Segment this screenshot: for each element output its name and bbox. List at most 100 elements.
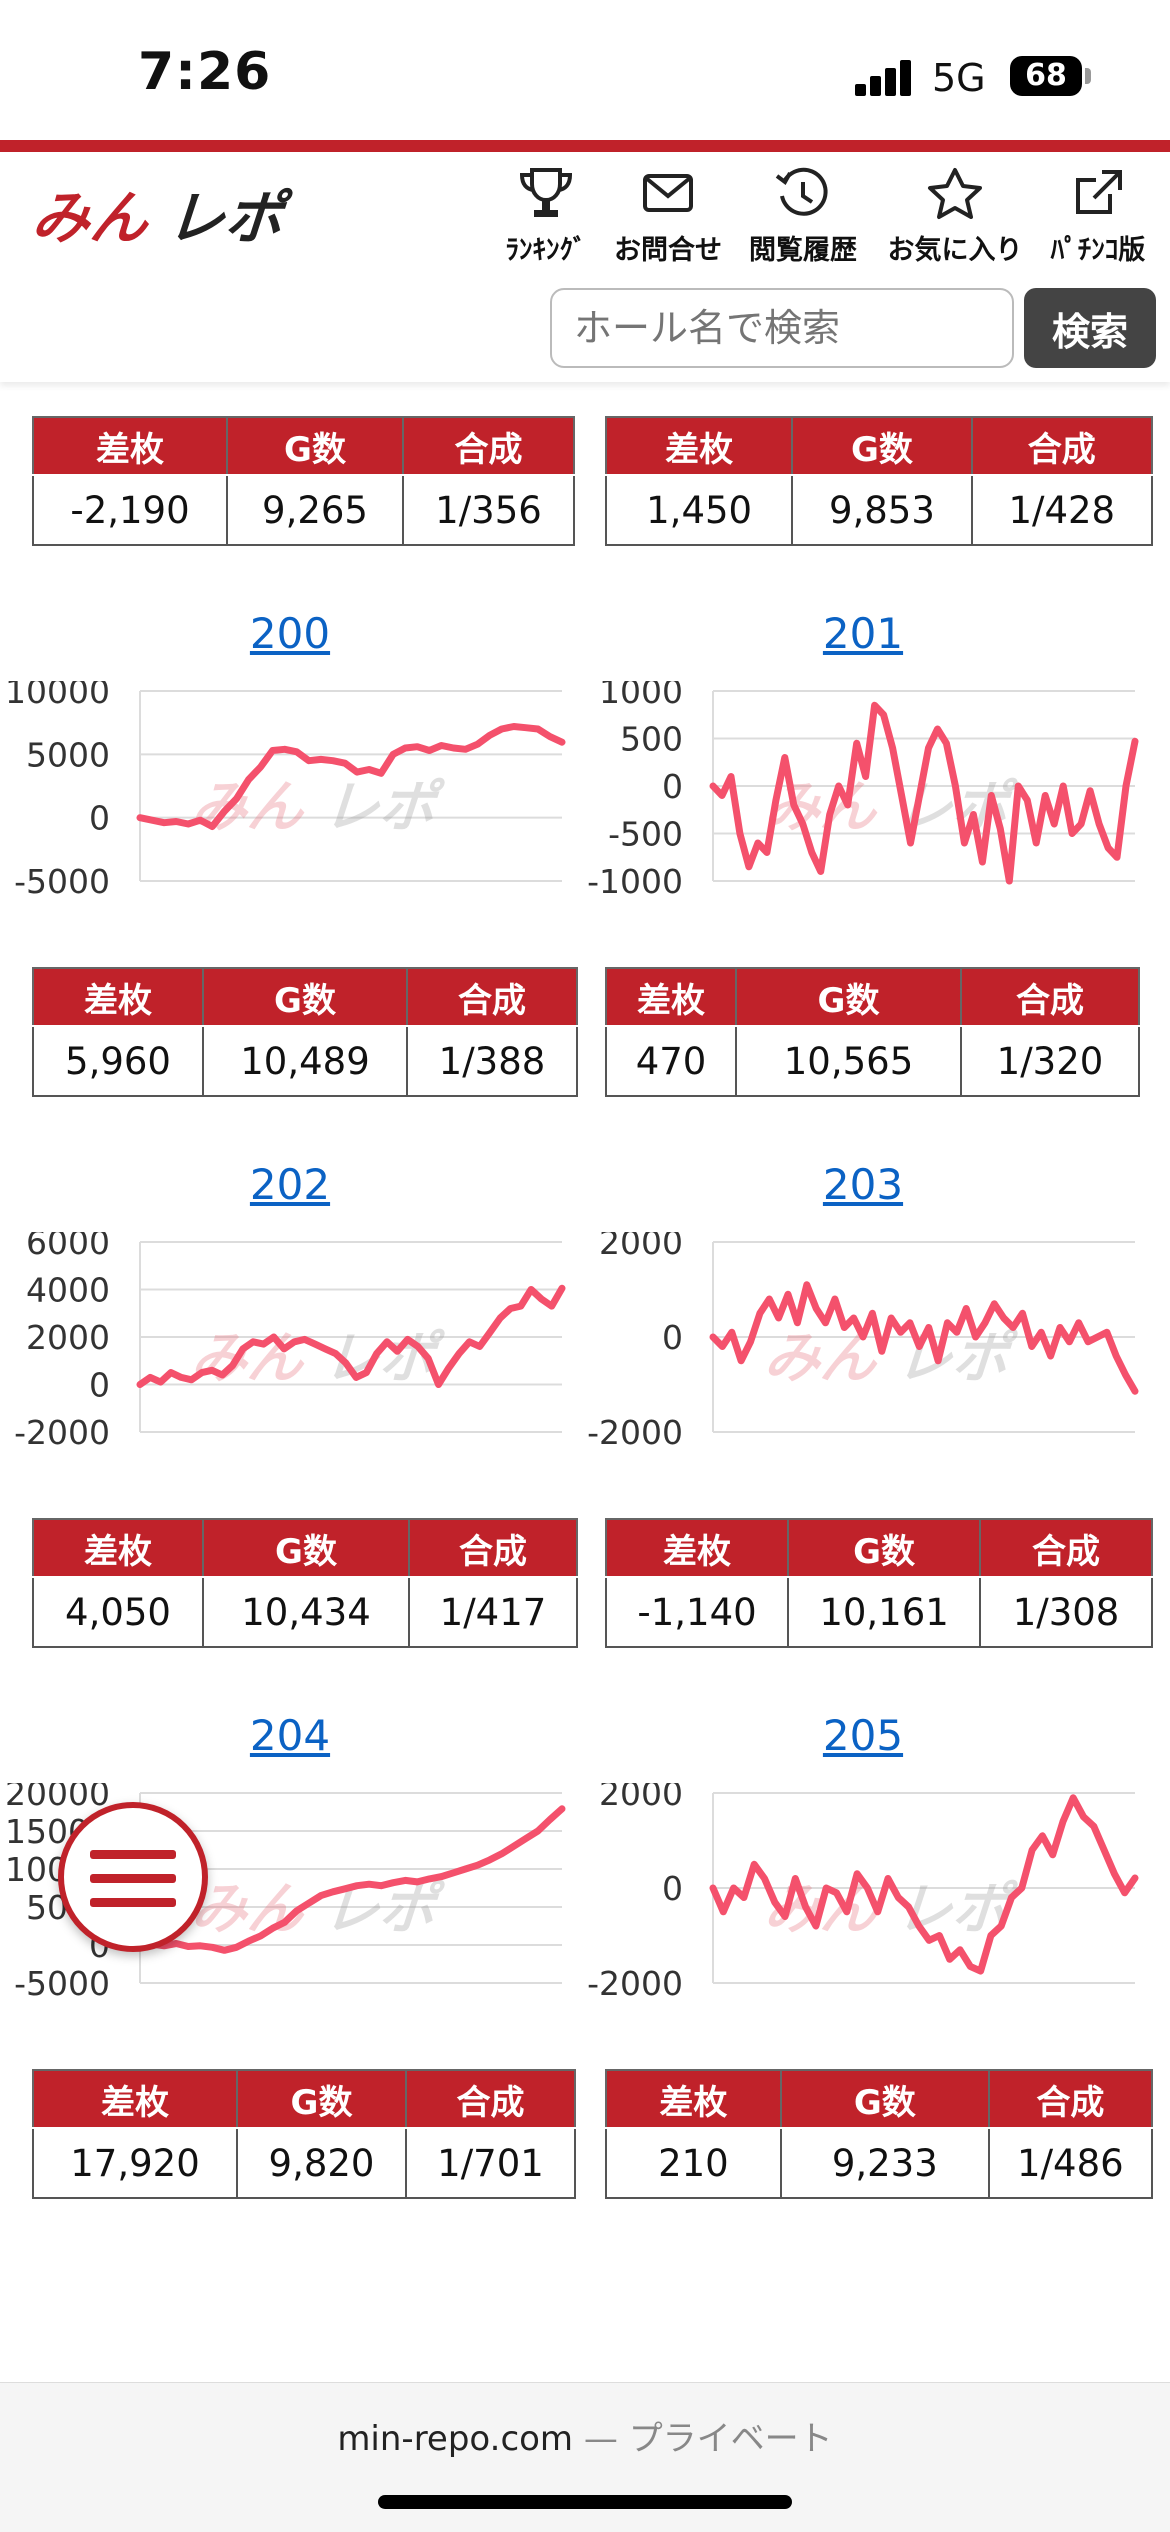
- y-tick-label: 1000: [599, 681, 683, 711]
- y-tick-label: 500: [620, 720, 683, 759]
- balance-line: [709, 1281, 1139, 1395]
- privacy-label: プライベート: [628, 2419, 833, 2459]
- y-tick-label: 2000: [599, 1783, 683, 1813]
- nav-ranking-label: ﾗﾝｷﾝｸﾞ: [505, 235, 587, 266]
- diff-coins-value: -2,190: [32, 474, 228, 546]
- machine-number-link[interactable]: 203: [822, 1160, 904, 1209]
- balance-line: [136, 1805, 566, 1954]
- y-tick-label: -5000: [14, 1964, 110, 2003]
- watermark-text-gray: レポ: [318, 774, 451, 839]
- diff-coins-header: 差枚: [605, 967, 737, 1027]
- browser-footer: min-repo.com — プライベート: [0, 2382, 1170, 2532]
- machine-panel: 201 1000 500 0 -500 -1000 みん レポ 差枚 G数 合成 470 10,565 1…: [573, 601, 1153, 1152]
- y-tick-label: 20000: [5, 1783, 110, 1813]
- search-input[interactable]: [550, 288, 1014, 368]
- stats-header-row: 差枚 G数 合成: [605, 2069, 1154, 2129]
- machine-number-link[interactable]: 205: [822, 1711, 904, 1760]
- nav-history-label: 閲覧履歴: [749, 235, 857, 266]
- star-icon: [928, 168, 982, 219]
- stats-header-row: 差枚 G数 合成: [605, 967, 1140, 1027]
- diff-coins-value: 1,450: [604, 474, 794, 546]
- machine-number-link[interactable]: 202: [249, 1160, 331, 1209]
- stats-value-row: 17,920 9,820 1/701: [32, 2127, 576, 2199]
- machine-panel: 200 10000 5000 0 -5000 みん レポ 差枚 G数 合成 5,960 10,489 1…: [0, 601, 580, 1152]
- games-value: 9,820: [236, 2127, 407, 2199]
- games-header: G数: [735, 967, 962, 1027]
- nav-favorites-label: お気に入り: [887, 235, 1023, 266]
- games-value: 9,265: [226, 474, 404, 546]
- home-indicator[interactable]: [378, 2495, 792, 2509]
- games-value: 10,489: [202, 1025, 408, 1097]
- y-tick-label: 0: [89, 1366, 110, 1405]
- y-tick-label: 5000: [26, 735, 110, 774]
- combined-odds-header: 合成: [406, 967, 578, 1027]
- stats-table: 差枚 G数 合成 5,960 10,489 1/388: [32, 967, 578, 1097]
- combined-odds-header: 合成: [402, 416, 575, 476]
- games-header: G数: [791, 416, 973, 476]
- diff-coins-header: 差枚: [604, 416, 794, 476]
- y-tick-label: -5000: [14, 862, 110, 901]
- stats-value-row: -2,190 9,265 1/356: [32, 474, 575, 546]
- stats-header-row: 差枚 G数 合成: [604, 1518, 1153, 1578]
- stats-table: 差枚 G数 合成 210 9,233 1/486: [605, 2069, 1154, 2199]
- y-tick-label: 4000: [26, 1271, 110, 1310]
- stats-table: 差枚 G数 合成 4,050 10,434 1/417: [32, 1518, 578, 1648]
- mail-icon: [643, 174, 693, 212]
- stats-value-row: -1,140 10,161 1/308: [604, 1576, 1153, 1648]
- diff-coins-header: 差枚: [32, 967, 204, 1027]
- y-tick-label: 0: [662, 767, 683, 806]
- combined-odds-value: 1/356: [402, 474, 575, 546]
- stats-table: 差枚 G数 合成 -1,140 10,161 1/308: [604, 1518, 1153, 1648]
- machine-number-link[interactable]: 200: [249, 609, 331, 658]
- combined-odds-value: 1/320: [960, 1025, 1140, 1097]
- stats-header-row: 差枚 G数 合成: [604, 416, 1154, 476]
- nav-favorites[interactable]: お気に入り: [885, 166, 1025, 276]
- status-bar: 7:26 5G 68: [0, 0, 1170, 140]
- stats-value-row: 470 10,565 1/320: [605, 1025, 1140, 1097]
- diff-coins-value: 5,960: [32, 1025, 204, 1097]
- menu-icon-bar: [90, 1850, 176, 1859]
- y-tick-label: -1000: [587, 862, 683, 901]
- diff-coins-value: 470: [605, 1025, 737, 1097]
- games-value: 10,434: [202, 1576, 410, 1648]
- menu-icon-bar: [90, 1874, 176, 1883]
- diff-coins-header: 差枚: [32, 1518, 204, 1578]
- nav-pachinko[interactable]: ﾊﾟﾁﾝｺ版: [1028, 166, 1168, 276]
- watermark-text-red: みん: [759, 1325, 892, 1390]
- logo-text-black: レポ: [161, 185, 299, 252]
- y-tick-label: 2000: [599, 1232, 683, 1262]
- diff-coins-value: -1,140: [604, 1576, 790, 1648]
- stats-table: 差枚 G数 合成 470 10,565 1/320: [605, 967, 1140, 1097]
- combined-odds-value: 1/417: [408, 1576, 578, 1648]
- balance-line: [709, 1794, 1139, 1975]
- y-tick-label: 0: [662, 1869, 683, 1908]
- stats-header-row: 差枚 G数 合成: [32, 416, 575, 476]
- url-domain: min-repo.com: [337, 2419, 574, 2459]
- battery-tip: [1085, 68, 1091, 84]
- search-button[interactable]: 検索: [1024, 288, 1156, 368]
- diff-coins-header: 差枚: [604, 1518, 790, 1578]
- diff-coins-value: 17,920: [32, 2127, 238, 2199]
- machine-number-link[interactable]: 201: [822, 609, 904, 658]
- nav-ranking[interactable]: ﾗﾝｷﾝｸﾞ: [476, 166, 616, 276]
- games-header: G数: [226, 416, 404, 476]
- games-value: 10,161: [787, 1576, 982, 1648]
- site-logo[interactable]: みん レポ: [22, 172, 382, 262]
- diff-coins-header: 差枚: [605, 2069, 782, 2129]
- menu-button[interactable]: [58, 1802, 208, 1952]
- combined-odds-value: 1/486: [987, 2127, 1154, 2199]
- browser-url-bar[interactable]: min-repo.com — プライベート: [0, 2411, 1170, 2460]
- watermark-text-red: みん: [186, 1325, 319, 1390]
- nav-contact[interactable]: お問合せ: [598, 166, 738, 276]
- combined-odds-header: 合成: [970, 416, 1154, 476]
- nav-history[interactable]: 閲覧履歴: [733, 166, 873, 276]
- games-value: 10,565: [735, 1025, 962, 1097]
- battery-icon: 68: [1010, 56, 1082, 96]
- machine-number-link[interactable]: 204: [249, 1711, 331, 1760]
